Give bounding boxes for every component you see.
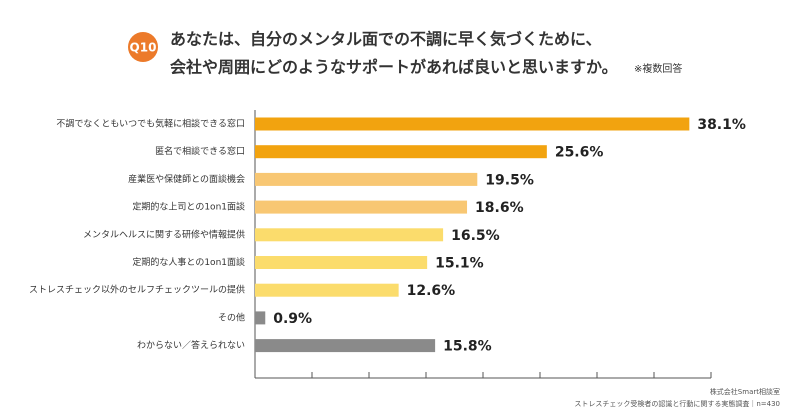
question-badge [128,32,158,62]
bar [255,200,468,214]
category-label: ストレスチェック以外のセルフチェックツールの提供 [29,284,245,296]
bar [255,172,478,186]
value-label: 16.5% [451,228,500,244]
title-line: あなたは、自分のメンタル面での不調に早く気づくために、 [170,30,602,49]
value-label: 38.1% [697,117,746,133]
source: 株式会社Smart相談室 [710,387,780,396]
bar [255,117,690,131]
bar [255,228,444,242]
source: ストレスチェック受検者の認識と行動に関する実態調査｜n=430 [574,399,780,408]
bar [255,145,547,159]
category-label: 産業医や保健師との面談機会 [128,173,245,185]
category-label: 定期的な上司との1on1面談 [132,201,245,213]
category-label: 不調でなくともいつでも気軽に相談できる窓口 [56,118,245,130]
category-label: 定期的な人事との1on1面談 [132,256,245,268]
value-label: 19.5% [485,172,534,188]
note: ※複数回答 [634,62,682,75]
bar [255,283,399,297]
value-label: 15.8% [443,339,492,355]
value-label: 12.6% [407,283,456,299]
category-label: 匿名で相談できる窓口 [155,145,245,157]
value-label: 15.1% [435,256,484,272]
bar [255,339,436,353]
bar [255,311,266,325]
title-line: 会社や周囲にどのようなサポートがあれば良いと思いますか。 [170,58,618,77]
bar [255,256,428,269]
value-label: 18.6% [475,200,524,216]
category-label: その他 [218,311,245,323]
question-number: Q10 [130,41,157,55]
category-label: メンタルヘルスに関する研修や情報提供 [83,228,245,240]
value-label: 0.9% [273,311,312,327]
value-label: 25.6% [555,145,604,161]
category-label: わからない／答えられない [137,339,245,351]
